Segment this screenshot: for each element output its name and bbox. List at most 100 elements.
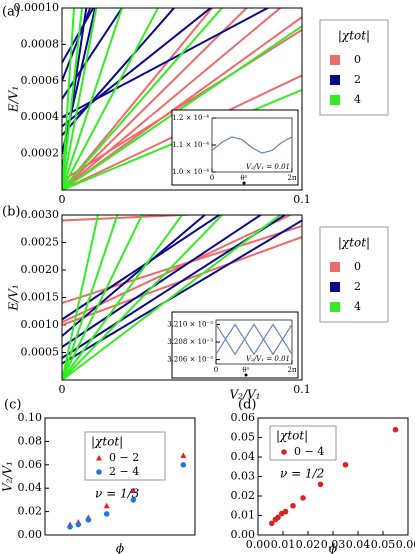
point [180,452,187,458]
spectrum-line [62,215,184,380]
panel-label: (c) [4,398,21,413]
y-tick-label: 0.0015 [21,291,60,304]
y-tick-label: 0.0020 [21,263,60,276]
y-tick-label: 0.0010 [21,318,60,331]
x-tick-label: 0 [59,383,66,396]
axes-frame [61,214,303,381]
spectrum-line [62,8,224,190]
spectrum-line [62,215,222,321]
y-tick-label: 0.06 [18,458,43,471]
inset-annotation: V₂/V₁ = 0.01 [246,163,290,171]
spectrum-line [62,8,124,190]
inset-annotation: V₂/V₁ = 0.01 [246,355,290,363]
y-tick-label: 0.02 [18,505,43,518]
legend-title: |χtot| [91,435,123,449]
legend-label: 2 [354,280,361,293]
x-tick-label: 0.1 [293,383,311,396]
y-tick-label: 0.05 [231,431,256,444]
point [67,524,73,530]
x-tick-label: 0 [210,174,214,182]
x-axis-label: ϕ [329,542,337,554]
inset-axes [215,319,293,365]
y-tick-label: 0.01 [231,509,256,522]
x-tick-label: 0 [59,193,66,206]
point [392,426,399,433]
y-tick-label: 3.210 × 10⁻³ [167,320,213,328]
legend-label: 0 [354,53,361,66]
legend-label: 2 [354,73,361,86]
panel-label: (d) [238,398,256,413]
y-tick-label: 0.08 [18,434,43,447]
legend-title: |χtot| [338,29,370,43]
x-tick-label: 0.04 [346,538,371,551]
point [268,520,275,527]
y-tick-label: 1.1 × 10⁻⁴ [172,141,209,149]
legend-swatch [330,262,340,272]
y-tick-label: 0.0002 [21,147,60,160]
y-tick-label: 0.04 [231,450,256,463]
legend-swatch [330,95,340,105]
x-tick-label: 0.01 [271,538,296,551]
legend-label: 4 [354,93,361,106]
spectrum-line [62,8,214,190]
legend-label: 0 − 2 [109,451,139,464]
spectrum-line [62,215,224,380]
legend-title: |χtot| [338,236,370,250]
annotation: ν = 1/2 [280,467,324,481]
legend-title: |χtot| [276,429,308,443]
point [180,462,187,468]
y-tick-label: 0.0030 [21,208,60,221]
y-axis-label: V₂/V₁ [1,461,15,492]
spectrum-line [62,8,270,119]
spectrum-line [62,8,160,190]
inset-curve [215,323,293,356]
y-tick-label: 0.00 [18,528,43,541]
axes-frame [257,417,409,536]
x-axis-label: ϕ [116,542,124,554]
point [282,508,289,515]
legend-swatch [330,75,340,85]
spectrum-line [62,8,176,137]
point [130,497,137,503]
panel-label: (a) [2,5,20,20]
y-axis-label: E/V₁ [7,86,21,113]
y-tick-label: 3.206 × 10⁻³ [167,356,213,364]
spectrum-line [62,215,282,380]
spectrum-line [62,8,282,190]
inset-x-label: θˣ [242,366,249,374]
legend-marker [281,449,287,455]
y-tick-label: 0.06 [231,411,256,424]
spectrum-line [62,8,124,100]
y-tick-label: 0.0025 [21,236,60,249]
y-tick-label: 0.04 [18,481,43,494]
point [85,516,92,523]
y-tick-label: 1.0 × 10⁻⁴ [172,168,209,176]
x-tick-label: 0.03 [321,538,346,551]
inset-frame [171,109,299,186]
y-axis-label: E/V₁ [7,284,21,311]
legend-box [269,425,337,461]
x-axis-label: V₂/V₁ [230,388,261,402]
point [103,502,110,509]
spectrum-line [62,215,119,380]
legend-marker [96,455,102,461]
y-tick-label: 0.10 [18,411,43,424]
y-tick-label: 0.00 [231,528,256,541]
inset-frame [171,311,299,379]
spectrum-line [62,8,249,190]
inset-x-label: θˣ [240,174,247,182]
point [130,487,137,494]
point [300,495,306,501]
x-tick-label: 2π [287,174,296,182]
spectrum-line [62,215,263,348]
x-tick-label: 0.1 [293,193,311,206]
y-tick-label: 0.03 [231,470,256,483]
x-tick-label: 0.05 [371,538,396,551]
spectrum-line [62,225,302,304]
x-tick-label: 0.02 [296,538,321,551]
y-tick-label: 0.0005 [21,346,60,359]
legend-swatch [330,282,340,292]
point [317,481,324,488]
inset-axes [211,117,293,173]
legend-label: 0 − 4 [294,445,324,458]
